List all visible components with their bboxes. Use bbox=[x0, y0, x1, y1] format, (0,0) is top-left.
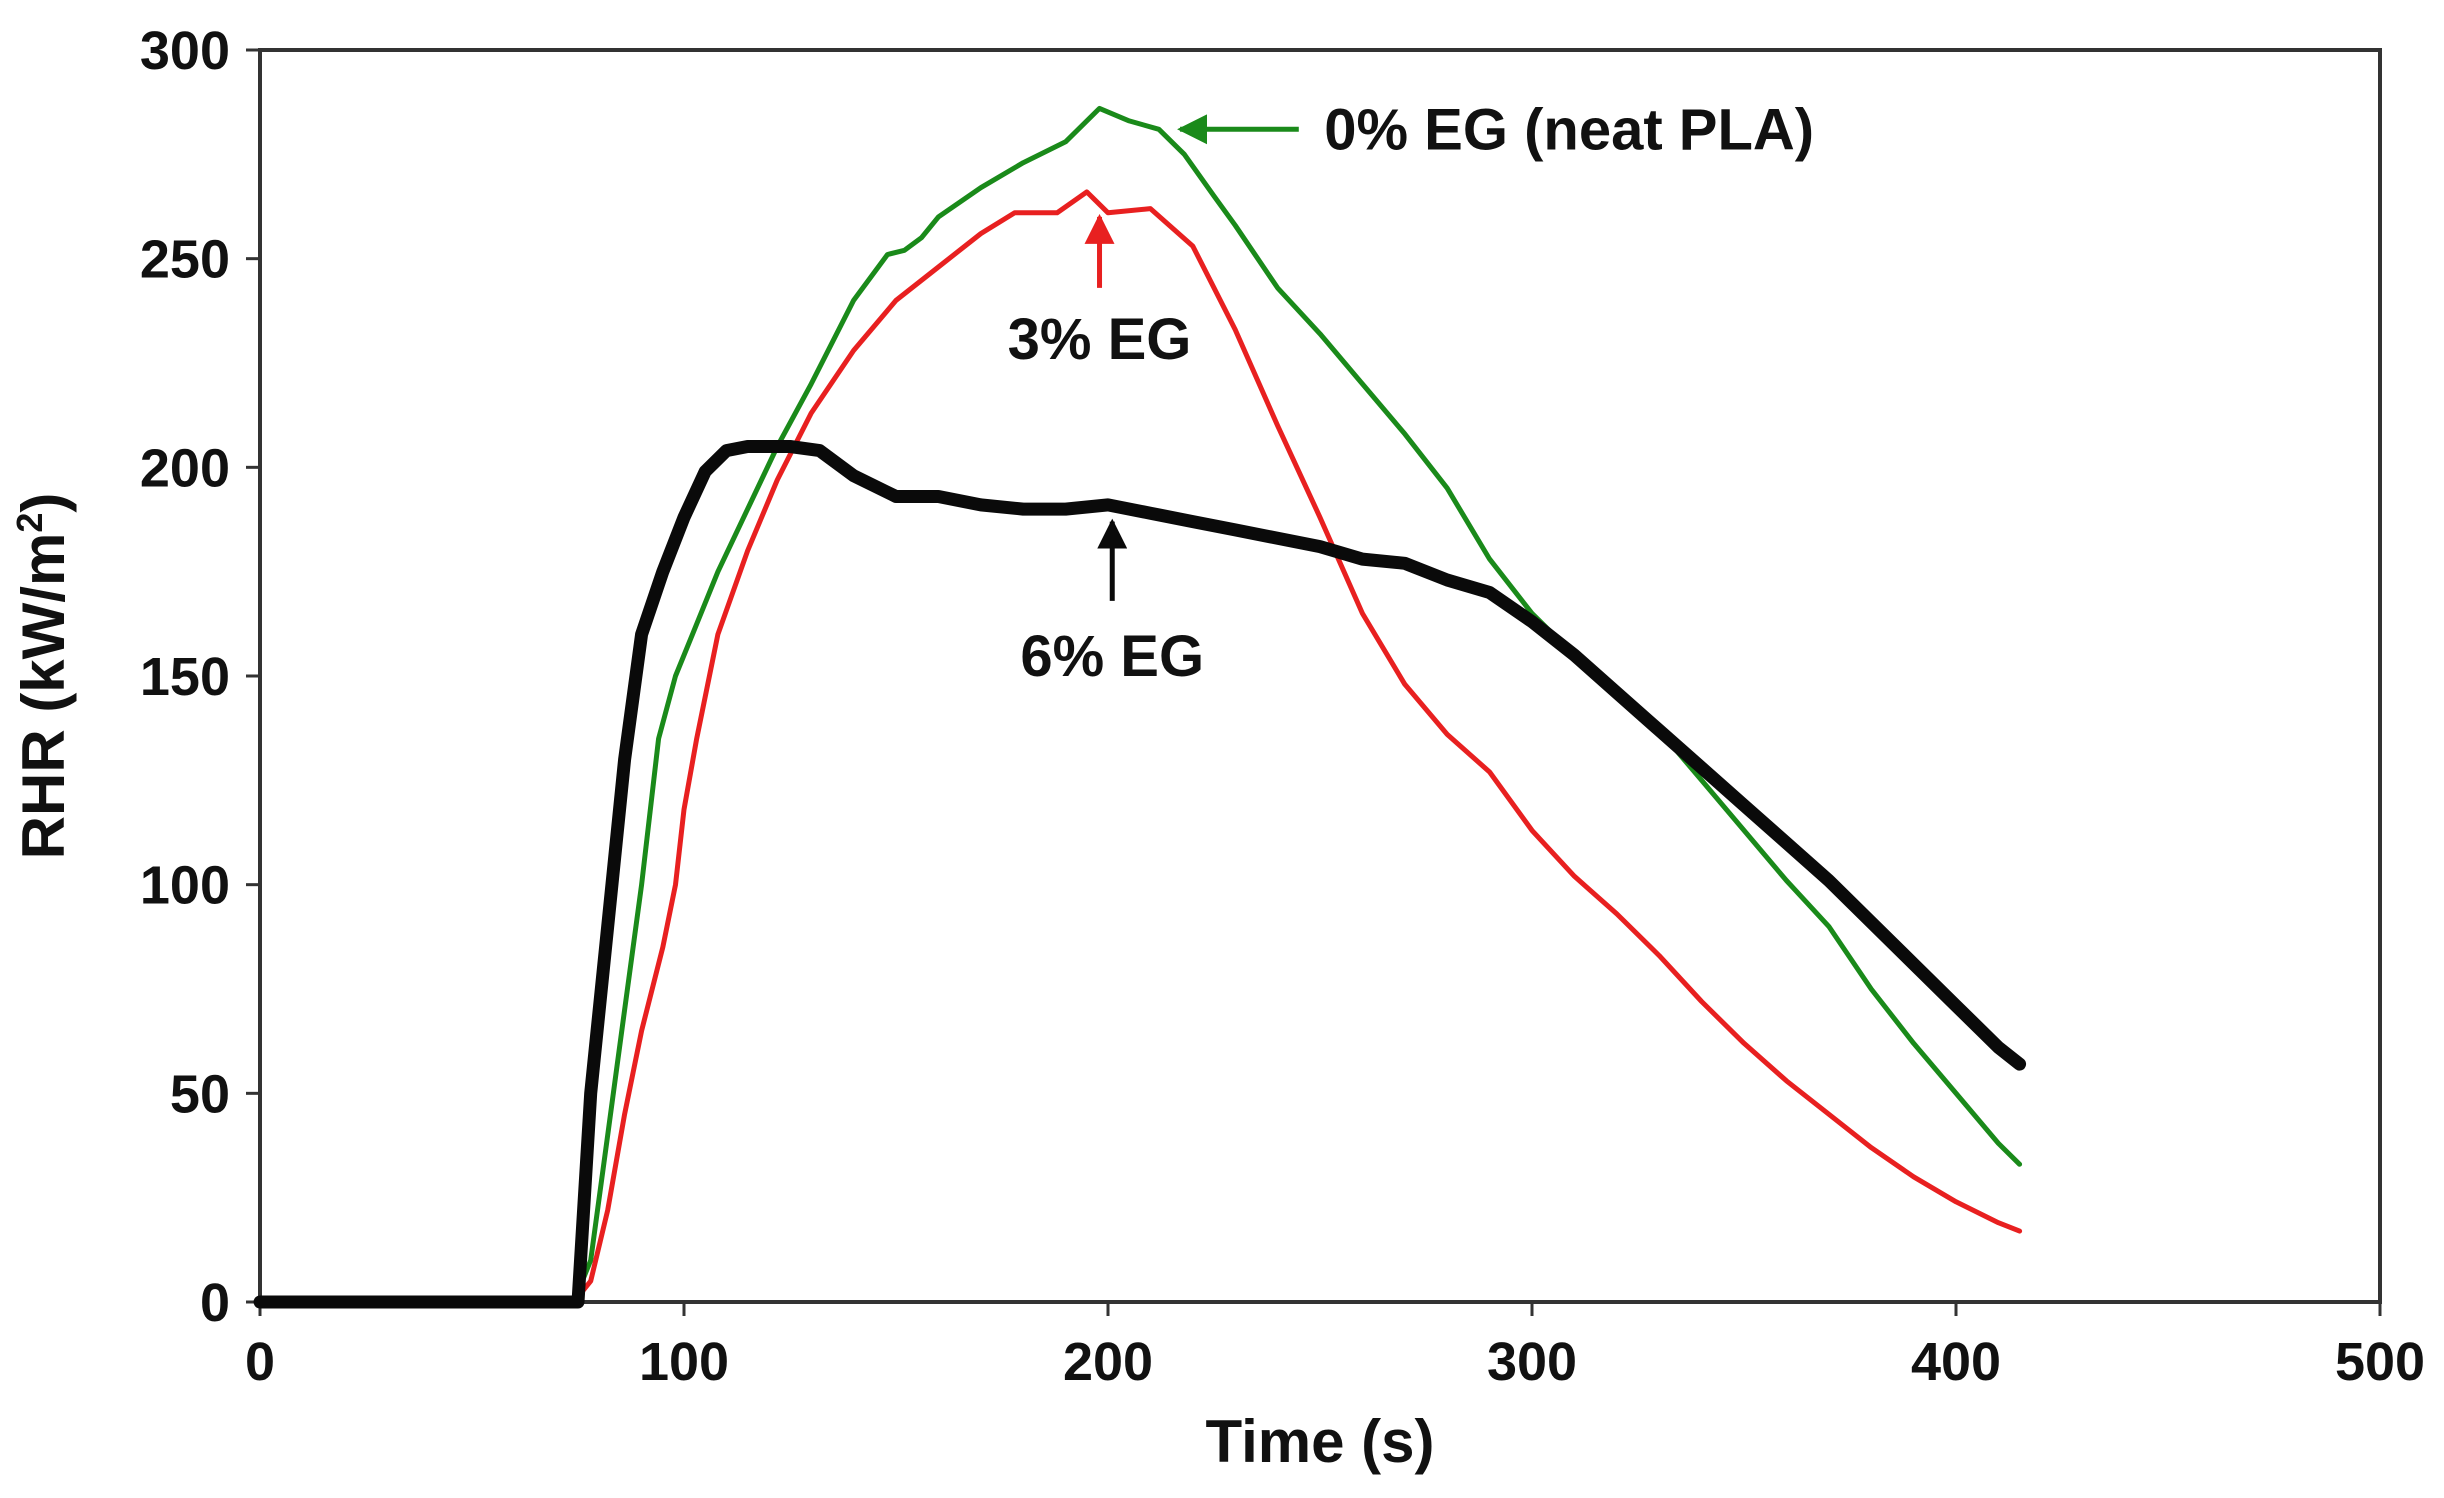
y-tick-label: 250 bbox=[140, 230, 230, 290]
series-layer bbox=[253, 105, 2027, 1309]
y-axis-title-main: RHR (kW/m bbox=[10, 533, 77, 860]
annotation-label-0: 0% EG (neat PLA) bbox=[1324, 97, 1814, 162]
series-line-2 bbox=[253, 440, 2027, 1309]
x-axis-title: Time (s) bbox=[1206, 1408, 1435, 1475]
annotation-label-2: 6% EG bbox=[1020, 624, 1204, 689]
y-axis-title-sup: 2 bbox=[9, 513, 50, 533]
y-tick-label: 0 bbox=[200, 1273, 230, 1333]
y-tick-label: 50 bbox=[170, 1064, 230, 1124]
series-line-1 bbox=[257, 189, 2023, 1305]
annotation-layer: 0% EG (neat PLA) 3% EG 6% EG bbox=[1008, 97, 1814, 689]
x-tick-label: 500 bbox=[2335, 1332, 2425, 1392]
plot-frame bbox=[258, 48, 2382, 1304]
y-tick-label: 200 bbox=[140, 438, 230, 498]
series-line-0 bbox=[257, 105, 2023, 1305]
y-axis-title: RHR (kW/m2) bbox=[9, 493, 77, 860]
y-tick-label: 300 bbox=[140, 21, 230, 81]
x-tick-label: 0 bbox=[245, 1332, 275, 1392]
y-tick-label: 100 bbox=[140, 856, 230, 916]
axis-ticks: 0 100 200 300 400 500 0 50 100 150 200 250 300 bbox=[140, 21, 2425, 1392]
x-tick-label: 200 bbox=[1063, 1332, 1153, 1392]
x-tick-label: 100 bbox=[639, 1332, 729, 1392]
x-tick-label: 300 bbox=[1487, 1332, 1577, 1392]
y-tick-label: 150 bbox=[140, 647, 230, 707]
y-axis-title-close: ) bbox=[10, 493, 77, 513]
x-tick-label: 400 bbox=[1911, 1332, 2001, 1392]
annotation-label-1: 3% EG bbox=[1008, 307, 1192, 372]
